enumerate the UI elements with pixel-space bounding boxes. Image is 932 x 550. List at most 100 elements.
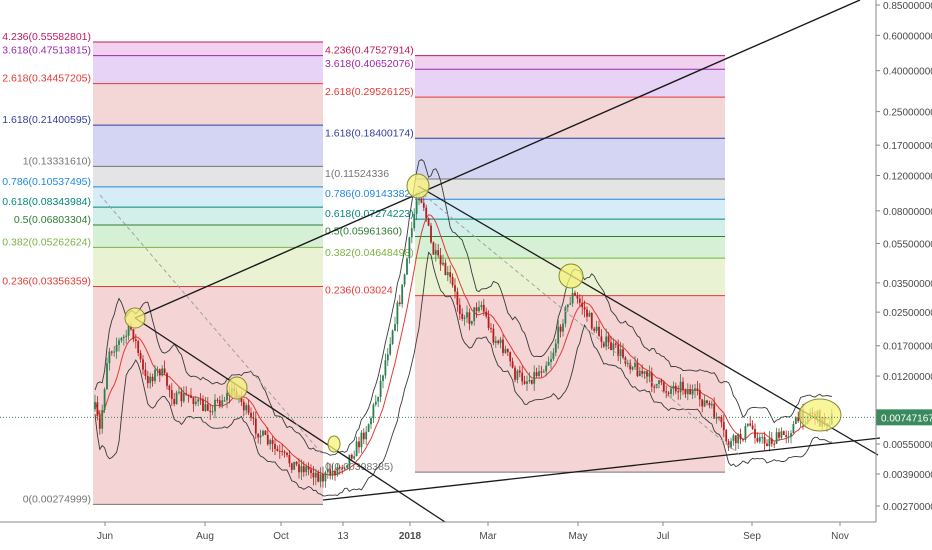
candle-body <box>408 237 411 259</box>
candle-body <box>612 343 615 351</box>
candle-body <box>307 466 310 470</box>
fib-level-label: 0.618(0.08343984) <box>2 196 91 208</box>
candle-body <box>454 285 456 292</box>
candle-body <box>444 262 447 276</box>
fib-level-label: 1.618(0.21400595) <box>2 114 91 126</box>
candle-body <box>502 339 504 353</box>
candle-body <box>259 435 262 438</box>
candle-body <box>194 401 197 405</box>
candle-body <box>341 467 344 469</box>
trendlines[interactable] <box>99 0 881 523</box>
fib-level-label: 0.236(0.03024 <box>325 285 393 297</box>
candle-body <box>674 385 677 392</box>
candle-body <box>209 410 212 412</box>
bollinger-lower <box>94 251 832 497</box>
x-tick-label: Oct <box>273 531 289 542</box>
fib-band <box>93 55 323 84</box>
candle-body <box>386 354 389 361</box>
fib-trend-dashed-line <box>99 194 324 456</box>
candle-body <box>264 430 267 435</box>
candle-body <box>530 379 533 384</box>
candle-body <box>252 417 255 419</box>
candle-body <box>670 388 672 394</box>
candle-body <box>790 433 792 437</box>
candle-body <box>751 425 754 429</box>
candle-body <box>689 389 692 395</box>
fib-level-label: 0(0.00274999) <box>23 493 91 505</box>
candle-body <box>696 388 699 391</box>
candle-body <box>636 362 639 377</box>
candle-body <box>468 312 471 324</box>
candle-body <box>540 371 543 373</box>
candle-body <box>132 329 135 340</box>
candle-body <box>638 370 641 377</box>
fibonacci-retracements <box>93 41 725 505</box>
candle-body <box>734 435 737 444</box>
candle-body <box>703 400 706 407</box>
candle-body <box>355 441 358 457</box>
candle-body <box>403 274 406 285</box>
fib-level-label: 1(0.11524336 <box>325 168 389 180</box>
y-tick-label: 0.00550000 <box>883 440 932 451</box>
candle-body <box>240 395 243 402</box>
candle-body <box>324 472 327 482</box>
fib-band <box>415 219 725 237</box>
candle-body <box>430 225 432 243</box>
candle-body <box>732 435 735 441</box>
candle-body <box>398 302 401 304</box>
fib-band <box>93 247 323 287</box>
candle-body <box>348 454 351 466</box>
candle-body <box>168 385 171 391</box>
candle-body <box>744 426 747 440</box>
candle-body <box>578 298 581 303</box>
candle-body <box>274 444 276 449</box>
candle-body <box>331 470 334 476</box>
candle-body <box>679 381 682 393</box>
fib-band <box>93 186 323 208</box>
highlight-ellipse <box>798 398 842 432</box>
candle-body <box>590 312 593 329</box>
y-tick-label: 0.40000000 <box>883 67 932 78</box>
x-tick-label: 2018 <box>399 531 422 542</box>
fib-level-label: 0.382(0.05262624) <box>2 236 91 248</box>
candle-body <box>758 437 761 442</box>
candle-body <box>214 399 216 412</box>
candlesticks <box>94 192 833 488</box>
candle-body <box>581 302 584 308</box>
candle-body <box>466 312 468 318</box>
candle-body <box>682 381 684 390</box>
candle-body <box>686 389 689 395</box>
candle-body <box>562 323 564 332</box>
candle-body <box>785 435 788 437</box>
candle-body <box>182 393 185 402</box>
fib-band <box>415 199 725 220</box>
candle-body <box>391 330 394 344</box>
candle-body <box>523 381 526 384</box>
candle-body <box>317 472 320 482</box>
candle-body <box>247 405 250 413</box>
candle-body <box>127 325 130 336</box>
candle-body <box>302 466 305 473</box>
candle-body <box>298 464 300 473</box>
candle-body <box>792 423 795 434</box>
candle-body <box>108 351 111 364</box>
candle-body <box>566 304 569 308</box>
candle-body <box>281 451 284 453</box>
x-tick-label: Nov <box>831 531 849 542</box>
candle-body <box>547 361 550 366</box>
highlight-ellipse <box>124 307 146 329</box>
fib-level-label: 0.236(0.03356359) <box>2 275 91 287</box>
candle-body <box>739 433 742 440</box>
candle-body <box>559 326 562 332</box>
candle-body <box>516 370 519 380</box>
candle-body <box>485 311 488 317</box>
candle-body <box>497 340 500 344</box>
candle-body <box>343 467 346 469</box>
candle-body <box>269 440 272 445</box>
candle-body <box>365 431 368 440</box>
candle-body <box>346 465 348 468</box>
fib-level-label: 0.5(0.05961360) <box>325 225 402 237</box>
candle-body <box>667 392 670 394</box>
highlight-ellipse <box>226 376 248 400</box>
